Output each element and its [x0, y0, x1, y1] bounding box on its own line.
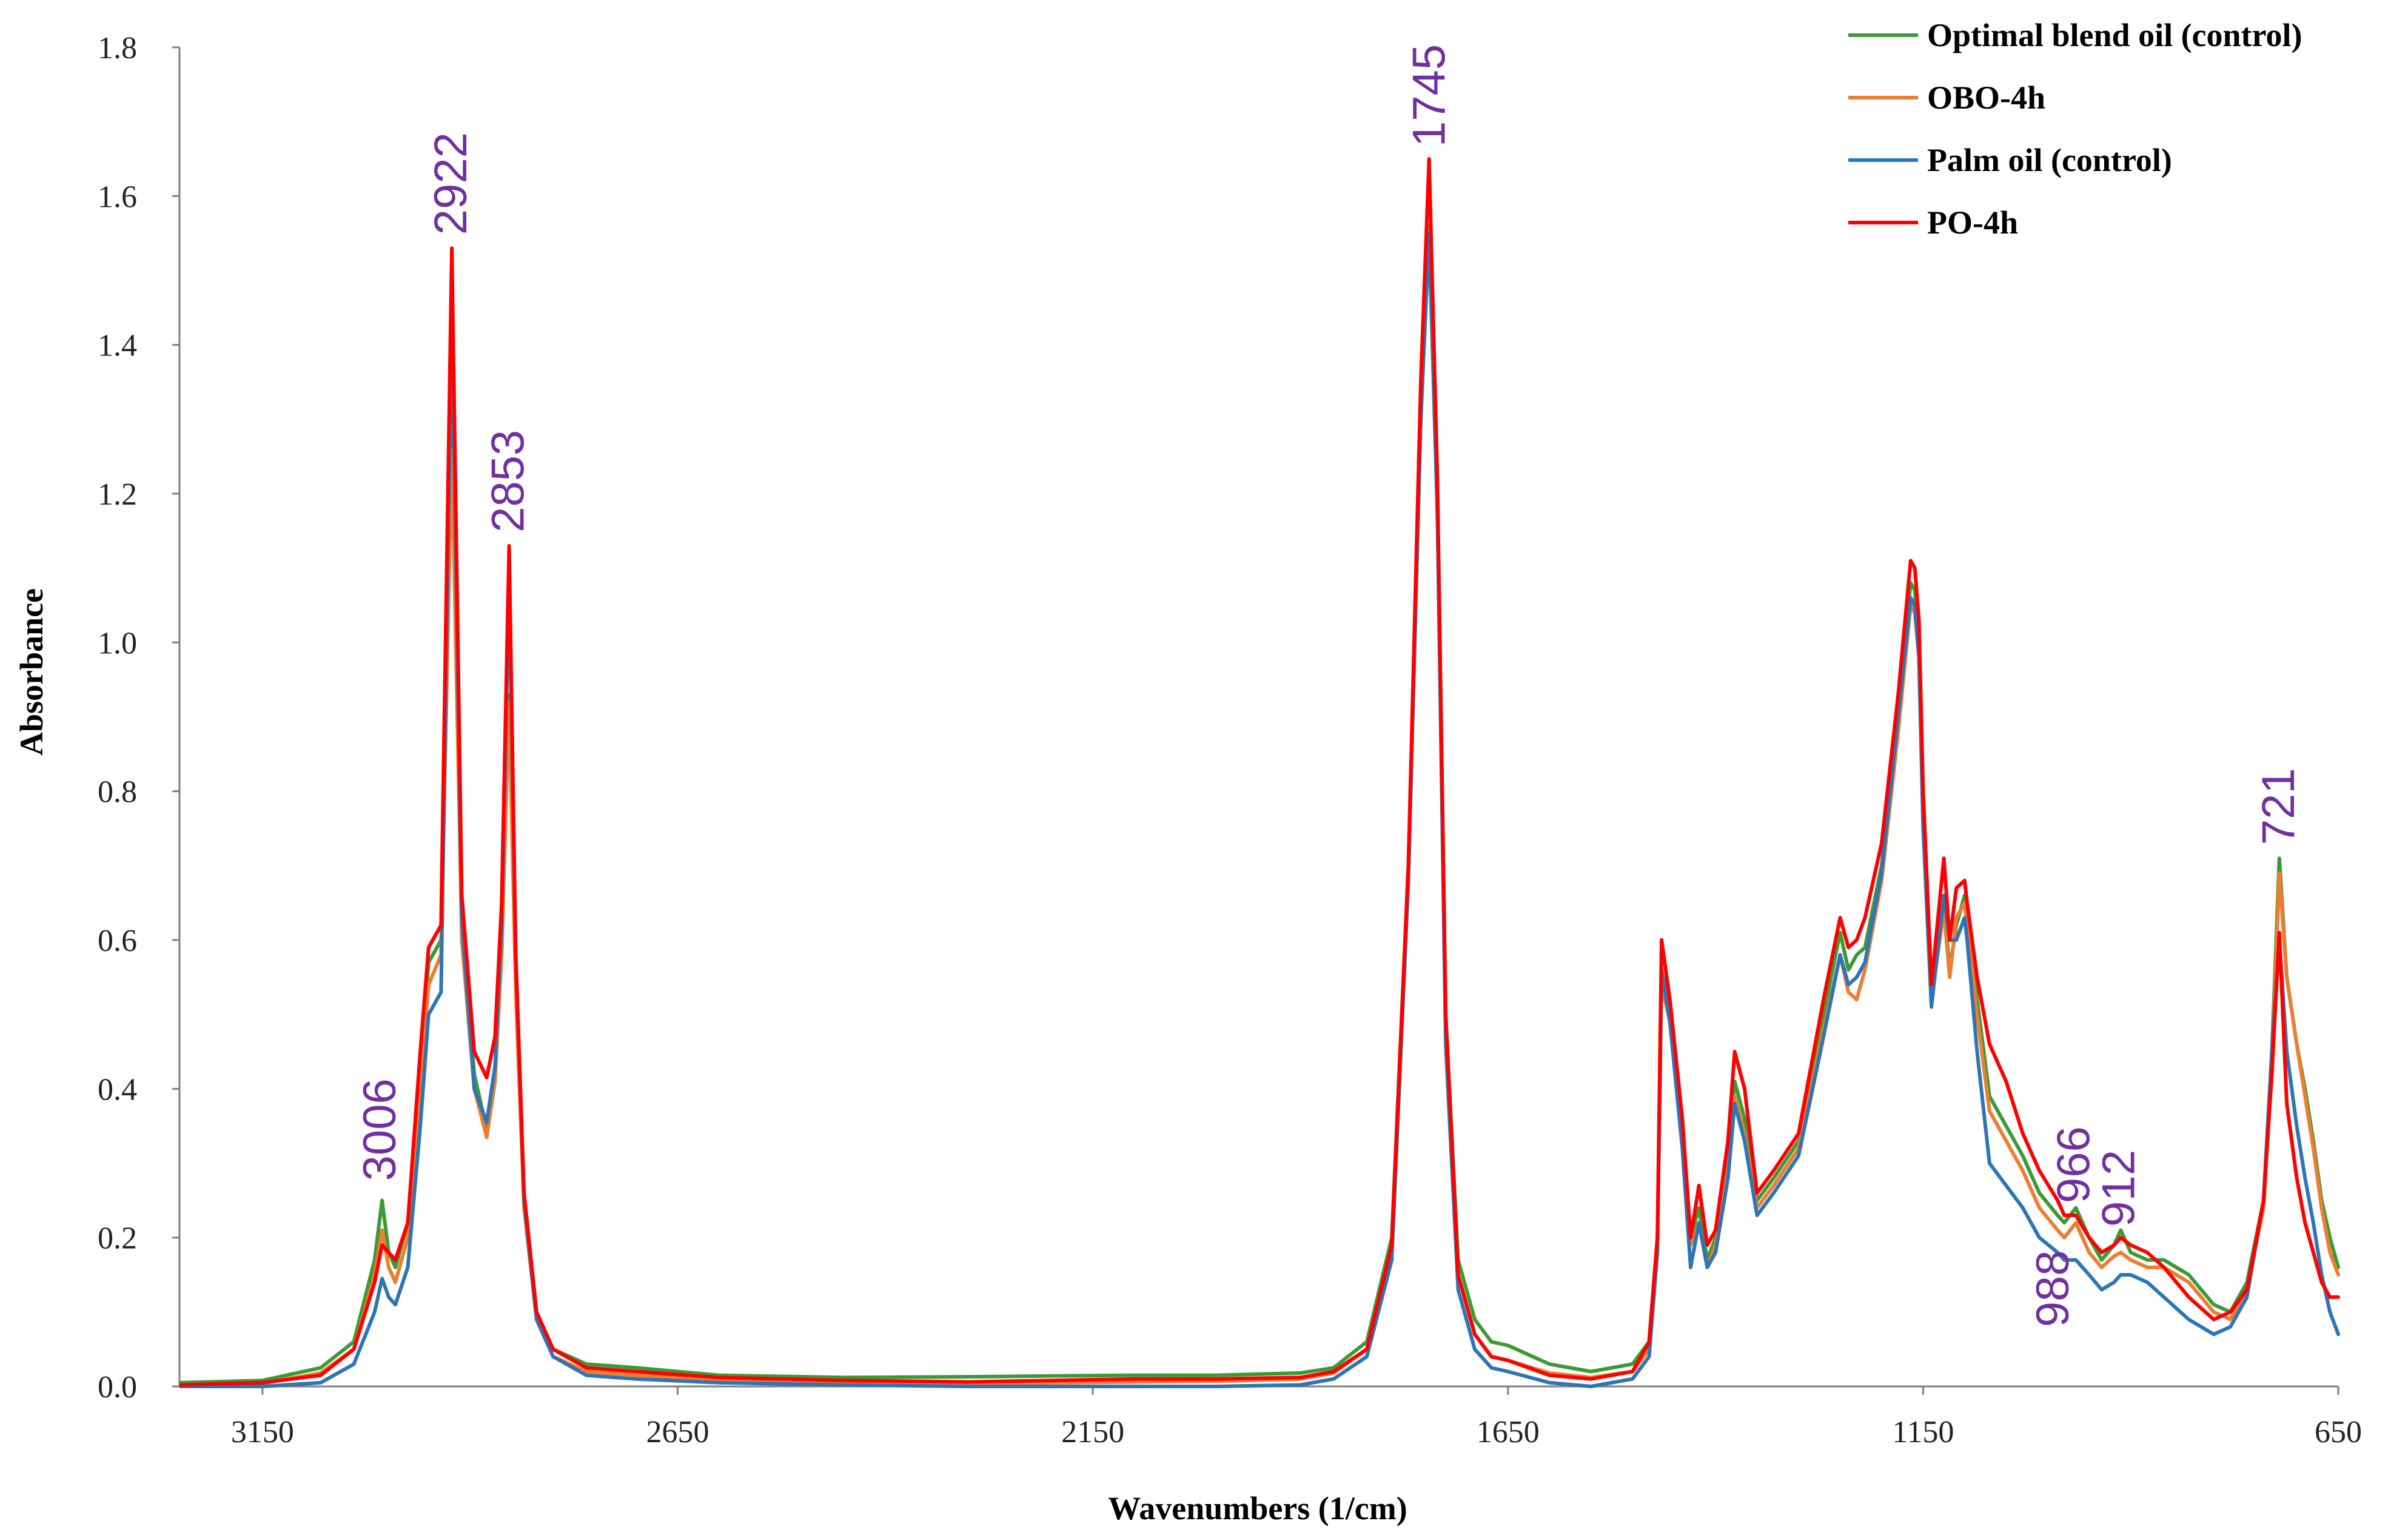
y-tick-label: 1.6 — [98, 180, 137, 214]
peak-label-3006: 3006 — [354, 1078, 406, 1181]
y-tick-label: 0.8 — [98, 775, 137, 810]
y-axis-title: Absorbance — [13, 588, 50, 756]
y-tick-label: 1.8 — [98, 31, 137, 65]
y-tick-label: 0.4 — [98, 1072, 137, 1107]
y-tick-label: 1.0 — [98, 626, 137, 660]
x-tick-label: 1650 — [1477, 1415, 1540, 1449]
y-tick-label: 0.6 — [98, 924, 137, 958]
peak-label-2922: 2922 — [425, 132, 477, 235]
x-axis-title: Wavenumbers (1/cm) — [1108, 1490, 1407, 1527]
series-lines — [179, 157, 2340, 1388]
peak-label-721: 721 — [2253, 768, 2304, 845]
x-tick-label: 2650 — [646, 1415, 709, 1449]
y-tick-label: 0.2 — [98, 1221, 137, 1256]
y-tick-label: 1.2 — [98, 477, 137, 512]
legend-label-palm-oil-control: Palm oil (control) — [1927, 142, 2172, 178]
y-tick-label: 1.4 — [98, 329, 137, 363]
legend: Optimal blend oil (control) OBO-4h Palm oi… — [1848, 17, 2302, 241]
legend-label-obo-4h: OBO-4h — [1927, 79, 2045, 116]
legend-label-optimal-blend-oil-control: Optimal blend oil (control) — [1927, 17, 2302, 53]
x-tick-label: 1150 — [1892, 1415, 1954, 1449]
x-axis-ticks: 3150 2650 2150 1650 1150 650 — [231, 1386, 2362, 1449]
legend-label-po-4h: PO-4h — [1927, 204, 2018, 241]
peak-label-912: 912 — [2093, 1150, 2144, 1227]
y-tick-label: 0.0 — [98, 1370, 137, 1405]
peak-label-2853: 2853 — [483, 430, 534, 532]
peak-label-1745: 1745 — [1404, 44, 1455, 147]
peak-label-988: 988 — [2027, 1250, 2079, 1327]
peak-label-966: 966 — [2048, 1126, 2099, 1203]
series-line-po-4h — [179, 157, 2340, 1387]
x-tick-label: 2150 — [1061, 1415, 1124, 1449]
x-tick-label: 3150 — [231, 1415, 294, 1449]
y-axis-ticks: 0.0 0.2 0.4 0.6 0.8 1.0 1.2 1.4 1.6 1.8 — [98, 31, 179, 1405]
x-tick-label: 650 — [2315, 1415, 2362, 1449]
